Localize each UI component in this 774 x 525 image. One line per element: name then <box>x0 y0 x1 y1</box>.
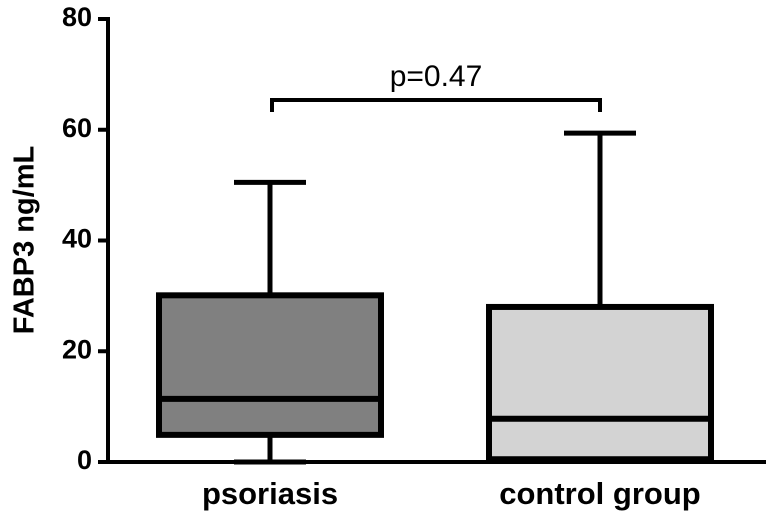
x-tick-label: control group <box>499 476 700 511</box>
box <box>156 292 384 438</box>
box <box>486 303 714 463</box>
y-tick-label: 40 <box>62 224 92 254</box>
y-tick-label: 20 <box>62 334 92 364</box>
p-value: p=0.47 <box>390 60 483 93</box>
y-tick-label: 60 <box>62 113 92 143</box>
y-axis-label: FABP3 ng/mL <box>9 146 41 335</box>
y-tick-label: 80 <box>62 2 92 32</box>
y-tick-label: 0 <box>77 445 92 475</box>
significance-bracket <box>270 98 602 112</box>
x-tick-label: psoriasis <box>202 476 338 511</box>
